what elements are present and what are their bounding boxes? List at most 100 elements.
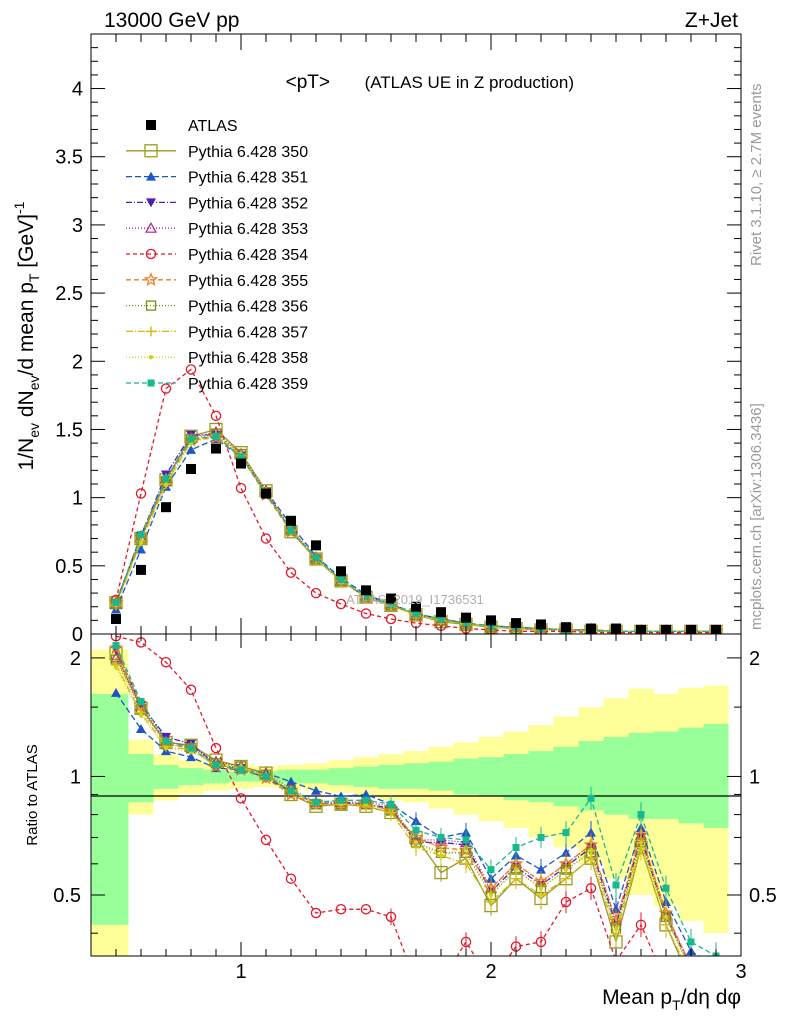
- ratio-point: [685, 960, 696, 971]
- ratio-point: [111, 687, 121, 697]
- ratio-point: [637, 811, 645, 819]
- ratio-y-tick-label-right: 2: [749, 648, 760, 670]
- data-point: [335, 598, 347, 610]
- data-point: [137, 530, 145, 538]
- ratio-point: [160, 656, 172, 668]
- ratio-point: [560, 896, 572, 908]
- ratio-point: [612, 881, 620, 889]
- data-point: [186, 464, 196, 474]
- main-y-tick-label: 0.5: [55, 556, 83, 578]
- ratio-point: [413, 840, 419, 845]
- ratio-point: [285, 873, 297, 884]
- legend-marker: [146, 171, 156, 181]
- data-point: [412, 610, 420, 618]
- ratio-point: [337, 796, 345, 804]
- band-green-segment: [228, 771, 254, 782]
- ratio-y-axis-title: Ratio to ATLAS: [24, 744, 41, 845]
- legend-marker: [144, 221, 158, 233]
- data-point: [312, 554, 320, 562]
- ratio-x-tick-label: 2: [485, 961, 496, 983]
- ratio-point: [687, 967, 696, 976]
- band-green-segment: [503, 754, 529, 801]
- ratio-point: [638, 840, 644, 845]
- ratio-point: [663, 914, 669, 920]
- legend-marker: [146, 326, 156, 337]
- data-point: [310, 587, 322, 599]
- data-point: [261, 488, 271, 499]
- ratio-x-tick-label: 3: [735, 961, 746, 983]
- band-green-segment: [478, 757, 504, 797]
- legend-label: Pythia 6.428 351: [188, 170, 308, 187]
- data-point: [411, 601, 421, 612]
- ratio-point: [137, 697, 145, 705]
- legend-marker: [146, 120, 156, 130]
- ratio-point: [513, 867, 519, 872]
- legend-label: Pythia 6.428 352: [188, 195, 308, 212]
- band-green-segment: [453, 758, 479, 795]
- data-point: [187, 435, 195, 443]
- ratio-point: [614, 955, 618, 956]
- ratio-point: [436, 978, 445, 987]
- ratio-point: [387, 800, 395, 808]
- ratio-point: [437, 833, 445, 841]
- ratio-point: [662, 884, 670, 892]
- ratio-point: [460, 936, 472, 948]
- ratio-point: [710, 971, 721, 982]
- ratio-point: [311, 785, 321, 795]
- ratio-point: [411, 816, 421, 826]
- legend-marker: [148, 355, 154, 360]
- data-point: [437, 615, 445, 623]
- ratio-point: [335, 904, 347, 915]
- ratio-point: [113, 664, 119, 669]
- legend-label: Pythia 6.428 356: [188, 299, 308, 316]
- legend-marker: [146, 198, 156, 208]
- ratio-point: [563, 867, 569, 872]
- ratio-point: [585, 883, 597, 894]
- data-point: [336, 566, 346, 577]
- ratio-point: [138, 713, 144, 718]
- data-point: [311, 540, 321, 551]
- legend-entry-pythia-6-428-358: Pythia 6.428 358: [126, 350, 308, 367]
- main-y-tick-label: 4: [72, 79, 83, 101]
- band-green-segment: [203, 769, 229, 784]
- ratio-point: [611, 904, 621, 914]
- legend-label: Pythia 6.428 350: [188, 144, 308, 161]
- ratio-point: [538, 886, 544, 891]
- data-point: [235, 482, 247, 494]
- data-point: [210, 410, 222, 422]
- header-right-label: Z+Jet: [685, 9, 738, 32]
- ratio-point: [360, 904, 372, 915]
- ratio-point: [686, 961, 696, 970]
- data-point: [361, 585, 371, 596]
- axes-ticks: 0 0.5 1 1.5 2 2.5 3 3.5 4 1 2 3 0.5 0.5 1 1 2 2: [53, 34, 777, 983]
- plot-title: <pT>: [286, 72, 330, 93]
- ratio-y-tick-label-left: 2: [70, 648, 81, 670]
- ratio-point: [412, 826, 420, 834]
- ratio-point: [187, 744, 195, 752]
- legend-label: Pythia 6.428 355: [188, 273, 308, 290]
- legend-label: Pythia 6.428 359: [188, 376, 308, 393]
- ratio-point: [163, 745, 169, 751]
- ratio-point: [588, 847, 594, 853]
- data-point: [112, 599, 120, 607]
- data-point: [162, 475, 170, 483]
- ratio-point: [586, 827, 596, 837]
- data-point: [285, 567, 297, 578]
- ratio-uncertainty-bands: [91, 649, 729, 956]
- legend-label: Pythia 6.428 353: [188, 221, 308, 238]
- data-point: [136, 544, 146, 554]
- ratio-point: [487, 866, 495, 874]
- ratio-point: [613, 926, 619, 932]
- data-point: [462, 619, 470, 627]
- legend-entry-pythia-6-428-356: Pythia 6.428 356: [126, 299, 308, 316]
- legend-marker: [144, 144, 158, 158]
- ratio-point: [711, 972, 721, 981]
- band-green-segment: [603, 736, 629, 815]
- ratio-point: [235, 793, 247, 804]
- side-text-rivet: Rivet 3.1.10, ≥ 2.7M events: [748, 84, 765, 267]
- legend-entry-pythia-6-428-357: Pythia 6.428 357: [126, 324, 308, 341]
- legend: ATLAS Pythia 6.428 350 Pythia 6.428 351 Pyt…: [126, 118, 308, 393]
- data-point: [287, 526, 295, 534]
- data-point: [138, 540, 144, 545]
- ratio-point: [310, 907, 322, 919]
